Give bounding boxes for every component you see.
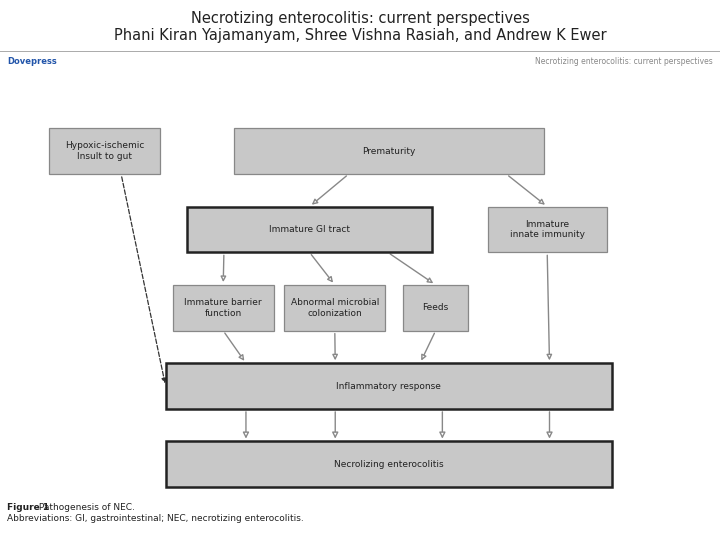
Text: Feeds: Feeds <box>423 303 449 312</box>
Text: Hypoxic-ischemic
Insult to gut: Hypoxic-ischemic Insult to gut <box>65 141 144 161</box>
Text: Figure 1: Figure 1 <box>7 503 50 512</box>
FancyBboxPatch shape <box>166 363 612 409</box>
Text: Abnormal microbial
colonization: Abnormal microbial colonization <box>291 298 379 318</box>
Text: Abbreviations: GI, gastrointestinal; NEC, necrotizing enterocolitis.: Abbreviations: GI, gastrointestinal; NEC… <box>7 514 304 523</box>
Text: Immature
innate immunity: Immature innate immunity <box>510 220 585 239</box>
Text: Dovepress: Dovepress <box>7 57 57 66</box>
Text: Immature GI tract: Immature GI tract <box>269 225 350 234</box>
Text: Necrotizing enterocolitis: current perspectives: Necrotizing enterocolitis: current persp… <box>191 11 529 26</box>
Text: Necrolizing enterocolitis: Necrolizing enterocolitis <box>334 460 444 469</box>
Text: Necrotizing enterocolitis: current perspectives: Necrotizing enterocolitis: current persp… <box>535 57 713 66</box>
FancyBboxPatch shape <box>488 206 606 252</box>
FancyBboxPatch shape <box>234 128 544 174</box>
Text: Immature barrier
function: Immature barrier function <box>184 298 262 318</box>
FancyBboxPatch shape <box>403 285 468 330</box>
Text: Phani Kiran Yajamanyam, Shree Vishna Rasiah, and Andrew K Ewer: Phani Kiran Yajamanyam, Shree Vishna Ras… <box>114 28 606 43</box>
Text: Pathogenesis of NEC.: Pathogenesis of NEC. <box>36 503 135 512</box>
FancyBboxPatch shape <box>187 206 432 252</box>
FancyBboxPatch shape <box>48 128 160 174</box>
FancyBboxPatch shape <box>284 285 385 330</box>
Text: Prematurity: Prematurity <box>362 147 415 156</box>
Text: Inflammatory response: Inflammatory response <box>336 382 441 390</box>
FancyBboxPatch shape <box>173 285 274 330</box>
FancyBboxPatch shape <box>166 442 612 487</box>
